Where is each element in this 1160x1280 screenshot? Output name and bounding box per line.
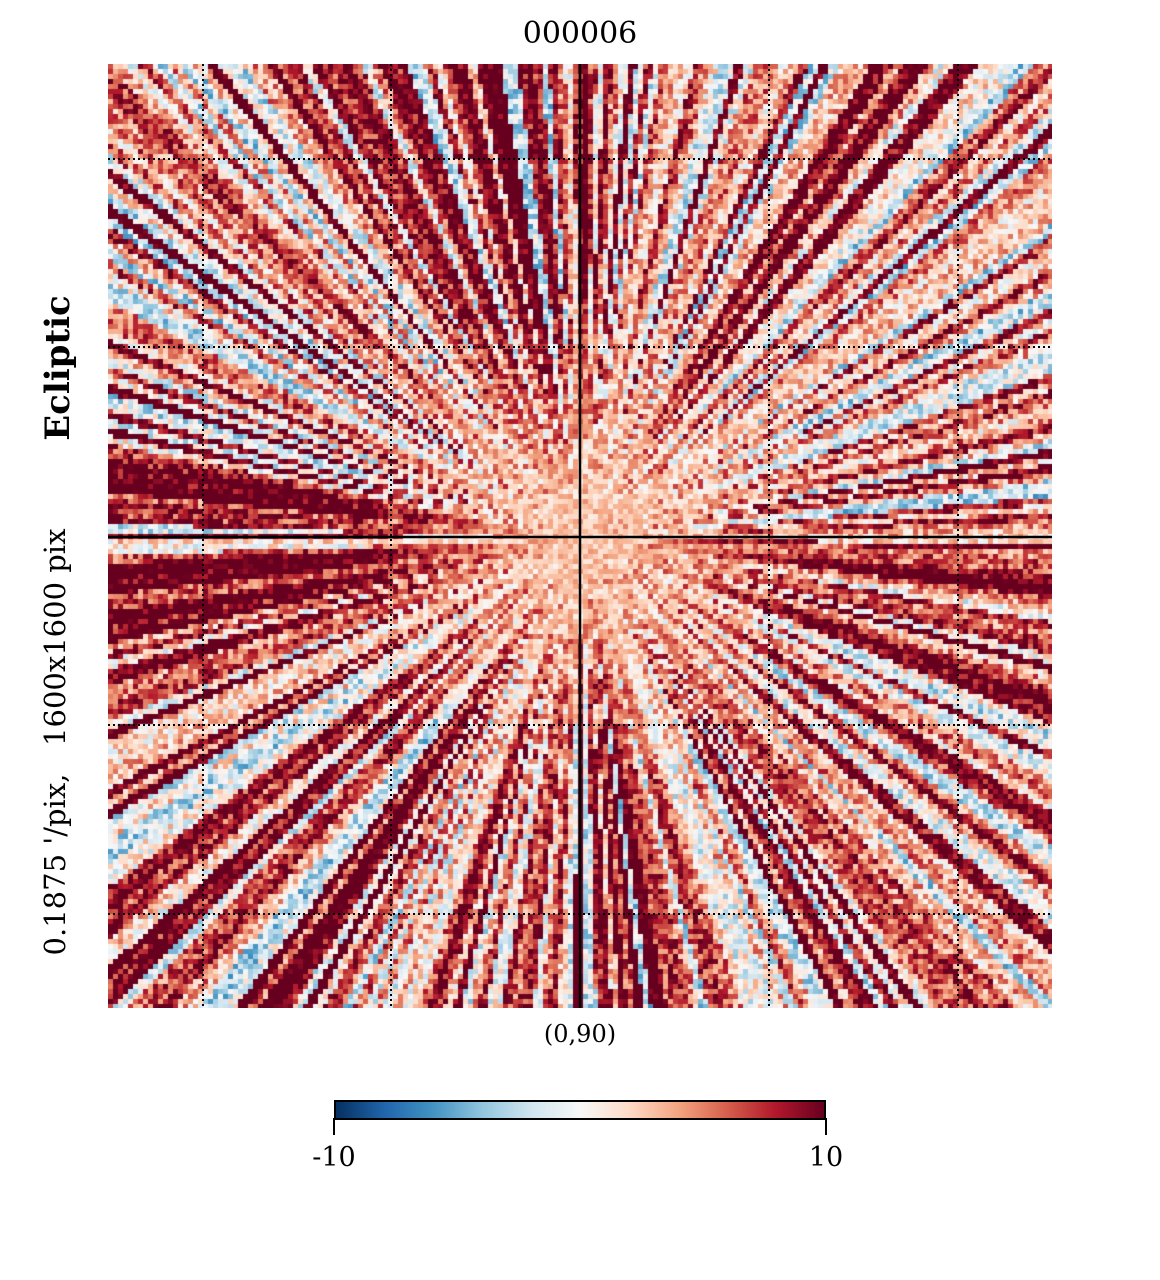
colorbar-tick-max [825,1118,827,1135]
colorbar-tick-min [333,1118,335,1135]
colorbar-tick-label-min: -10 [312,1142,356,1173]
colorbar [334,1100,826,1120]
projection-center-label: (0,90) [543,1020,617,1048]
chart-title: 000006 [522,16,638,51]
resolution-label: 0.1875 '/pix, 1600x1600 pix [38,528,72,956]
colorbar-tick-label-max: 10 [808,1142,844,1173]
coord-system-label: Ecliptic [38,295,78,441]
graticule [108,64,1052,1008]
heatmap-area [108,64,1052,1008]
